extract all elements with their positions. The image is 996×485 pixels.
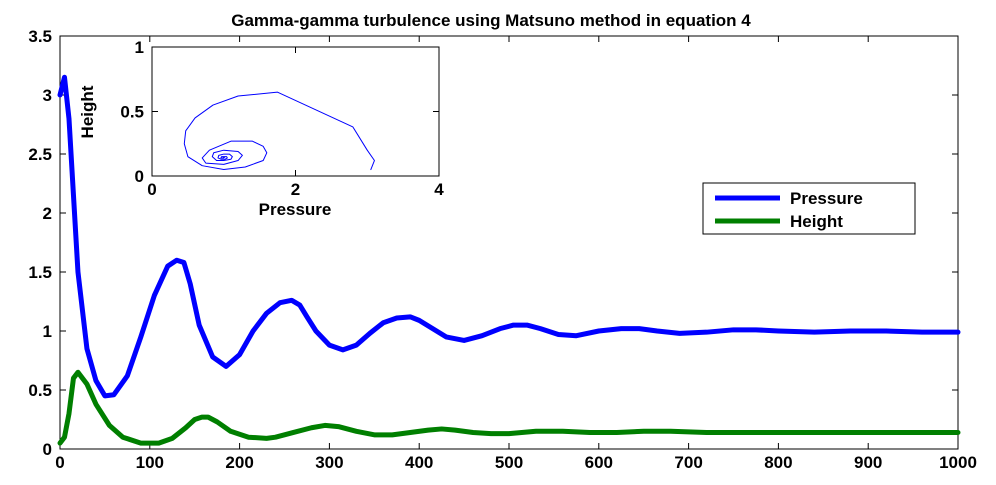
main-series-group bbox=[57, 74, 961, 446]
main-xtick-label: 400 bbox=[405, 453, 433, 472]
main-xtick-label: 0 bbox=[55, 453, 64, 472]
main-xtick-label: 700 bbox=[674, 453, 702, 472]
main-ytick-label: 0 bbox=[43, 440, 52, 459]
inset-series-trajectory bbox=[183, 91, 375, 171]
inset-plot-area bbox=[151, 46, 440, 177]
main-series-pressure bbox=[57, 74, 961, 399]
inset-axis-ticks: 0 2 4 0 0.5 1 bbox=[120, 38, 444, 199]
chart-title: Gamma-gamma turbulence using Matsuno met… bbox=[231, 11, 751, 30]
main-ytick-label: 1.5 bbox=[28, 263, 52, 282]
legend-label-height: Height bbox=[790, 212, 843, 231]
inset-ytick-label: 1 bbox=[135, 38, 144, 57]
main-ytick-label: 3.5 bbox=[28, 27, 52, 46]
inset-xtick-label: 0 bbox=[147, 180, 156, 199]
main-xtick-label: 100 bbox=[136, 453, 164, 472]
main-xtick-label: 500 bbox=[495, 453, 523, 472]
main-ytick-label: 3 bbox=[43, 86, 52, 105]
main-xtick-label: 900 bbox=[854, 453, 882, 472]
inset-series-group bbox=[183, 91, 375, 171]
main-ytick-label: 1 bbox=[43, 322, 52, 341]
main-xtick-label: 1000 bbox=[939, 453, 977, 472]
main-xtick-label: 600 bbox=[585, 453, 613, 472]
legend-label-pressure: Pressure bbox=[790, 189, 863, 208]
inset-ytick-label: 0.5 bbox=[120, 102, 144, 121]
inset-xtick-label: 4 bbox=[434, 180, 444, 199]
inset-ytick-label: 0 bbox=[135, 167, 144, 186]
inset-xtick-label: 2 bbox=[291, 180, 300, 199]
main-xtick-label: 800 bbox=[764, 453, 792, 472]
legend-box bbox=[702, 182, 916, 235]
main-xtick-label: 200 bbox=[225, 453, 253, 472]
legend: Pressure Height bbox=[702, 182, 916, 235]
main-ytick-label: 2.5 bbox=[28, 145, 52, 164]
main-xtick-label: 300 bbox=[315, 453, 343, 472]
inset-ylabel: Height bbox=[78, 85, 97, 138]
main-ytick-label: 2 bbox=[43, 204, 52, 223]
inset-xlabel: Pressure bbox=[259, 200, 332, 219]
main-axis-ticks: 0 100 200 300 400 500 600 700 800 900 100000.511.5… bbox=[28, 27, 977, 472]
main-series-height bbox=[57, 369, 961, 446]
main-ytick-label: 0.5 bbox=[28, 381, 52, 400]
